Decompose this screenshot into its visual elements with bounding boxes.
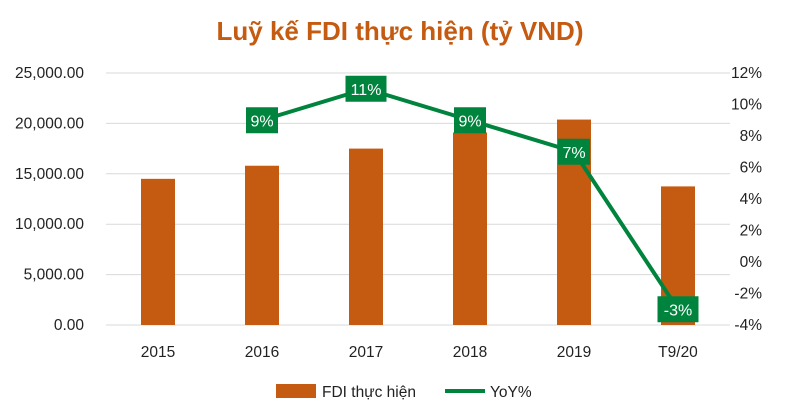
data-label: 7% (562, 145, 585, 162)
right-tick-label: -4% (734, 317, 762, 334)
right-tick-label: 12% (731, 65, 762, 82)
left-axis: 0.00 5,000.00 10,000.00 15,000.00 20,000.00 2… (15, 65, 84, 334)
data-label-box (345, 75, 387, 102)
right-tick-label: 2% (740, 223, 763, 240)
right-tick-label: 4% (740, 191, 763, 208)
legend-bar-swatch (276, 384, 316, 398)
legend-bar-label: FDI thực hiện (322, 384, 416, 401)
bar (245, 165, 279, 325)
x-tick-label: 2018 (453, 344, 487, 361)
left-tick-label: 10,000.00 (15, 216, 84, 233)
x-tick-label: 2019 (557, 344, 591, 361)
x-tick-label: 2017 (349, 344, 383, 361)
right-axis: -4% -2% 0% 2% 4% 6% 8% 10% 12% (731, 65, 762, 334)
data-label-box (246, 107, 278, 134)
x-tick-label: 2016 (245, 344, 279, 361)
right-tick-label: 10% (731, 97, 762, 114)
gridlines (106, 72, 730, 326)
left-tick-label: 20,000.00 (15, 115, 84, 132)
data-label: 9% (250, 113, 273, 130)
right-tick-label: 8% (740, 128, 763, 145)
bar (349, 148, 383, 325)
data-label-box (558, 138, 590, 165)
right-tick-label: -2% (734, 286, 762, 303)
bar (141, 178, 175, 325)
left-tick-label: 15,000.00 (15, 166, 84, 183)
data-label: -3% (664, 302, 692, 319)
x-axis: 2015 2016 2017 2018 2019 T9/20 (141, 344, 698, 361)
legend-line-label: YoY% (490, 384, 532, 401)
left-tick-label: 5,000.00 (24, 267, 85, 284)
left-tick-label: 25,000.00 (15, 65, 84, 82)
left-tick-label: 0.00 (54, 317, 85, 334)
x-tick-label: 2015 (141, 344, 175, 361)
data-label-box (454, 107, 486, 134)
x-tick-label: T9/20 (658, 344, 698, 361)
bar (453, 132, 487, 325)
right-tick-label: 6% (740, 160, 763, 177)
data-label-box (657, 296, 699, 323)
right-tick-label: 0% (740, 254, 763, 271)
bar-series (141, 119, 695, 325)
legend: FDI thực hiện YoY% (276, 384, 532, 401)
chart-title: Luỹ kế FDI thực hiện (tỷ VND) (217, 16, 584, 46)
line-series: 9% 11% 9% 7% -3% (246, 75, 699, 323)
data-label: 11% (351, 82, 382, 99)
data-label: 9% (458, 113, 481, 130)
